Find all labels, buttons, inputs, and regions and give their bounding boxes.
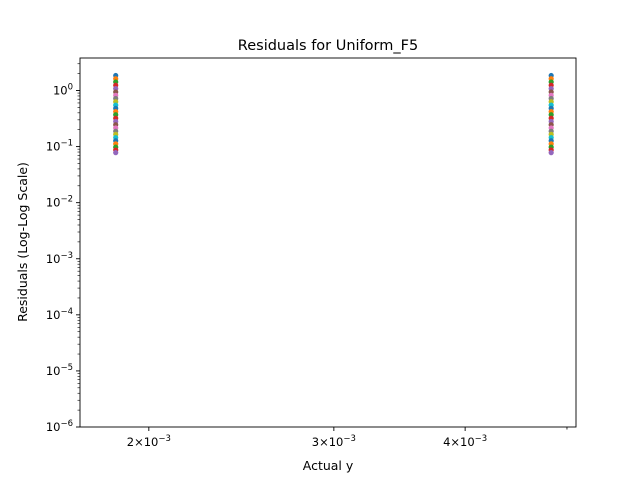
y-axis: 100 10−1 10−2 10−3 10−4 10−5 10−6 bbox=[46, 63, 80, 434]
y-tick-label: 10−5 bbox=[46, 363, 73, 378]
y-tick-label: 10−3 bbox=[46, 251, 73, 266]
x-axis: 2×10−3 3×10−3 4×10−3 bbox=[127, 427, 568, 449]
y-tick-label: 10−6 bbox=[46, 419, 73, 434]
plot-frame bbox=[79, 57, 577, 428]
chart-title: Residuals for Uniform_F5 bbox=[238, 38, 418, 54]
y-axis-label: Residuals (Log-Log Scale) bbox=[15, 162, 30, 322]
data-point bbox=[113, 150, 119, 156]
y-tick-label: 10−2 bbox=[46, 195, 73, 210]
x-tick-label: 4×10−3 bbox=[443, 434, 487, 449]
x-tick-label: 2×10−3 bbox=[127, 434, 171, 449]
data-point bbox=[548, 150, 554, 156]
y-tick-label: 10−1 bbox=[46, 139, 73, 154]
y-tick-label: 100 bbox=[53, 83, 73, 98]
y-tick-label: 10−4 bbox=[46, 307, 73, 322]
data-points bbox=[113, 72, 554, 156]
x-axis-label: Actual y bbox=[303, 458, 354, 473]
x-tick-label: 3×10−3 bbox=[312, 434, 356, 449]
